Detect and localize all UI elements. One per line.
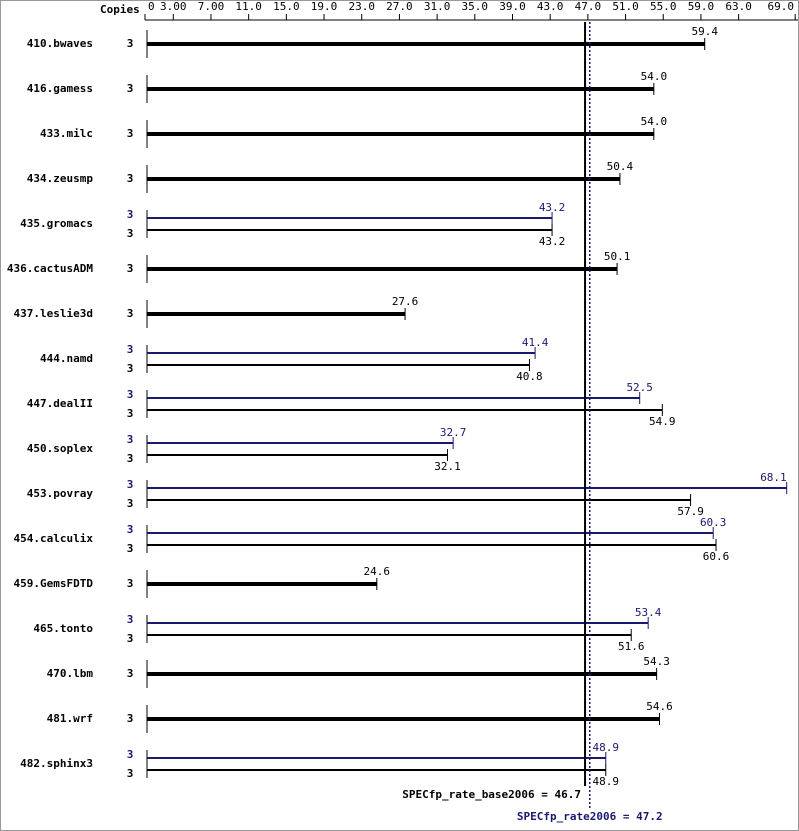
value-label: 48.9 (593, 775, 620, 788)
x-tick-label: 7.00 (198, 0, 225, 13)
x-tick-label: 51.0 (612, 0, 639, 13)
copies: 3 (127, 767, 134, 780)
value-label: 53.4 (635, 606, 662, 619)
x-tick-label: 43.0 (537, 0, 564, 13)
benchmark-label: 447.dealII (27, 397, 93, 410)
copies: 3 (127, 748, 134, 761)
value-label: 60.3 (700, 516, 727, 529)
copies: 3 (127, 343, 134, 356)
value-label: 68.1 (760, 471, 787, 484)
benchmark-label: 435.gromacs (20, 217, 93, 230)
copies: 3 (127, 632, 134, 645)
x-tick-label: 23.0 (348, 0, 375, 13)
x-tick-label: 59.0 (688, 0, 715, 13)
copies: 3 (127, 227, 134, 240)
copies: 3 (127, 127, 134, 140)
x-tick-label: 35.0 (462, 0, 489, 13)
value-label: 59.4 (691, 25, 718, 38)
benchmark-label: 470.lbm (47, 667, 94, 680)
reference-label: SPECfp_rate_base2006 = 46.7 (402, 788, 581, 801)
copies: 3 (127, 497, 134, 510)
value-label: 54.0 (641, 115, 668, 128)
x-tick-label: 27.0 (386, 0, 413, 13)
x-tick-label: 55.0 (650, 0, 677, 13)
value-label: 51.6 (618, 640, 645, 653)
x-tick-label: 63.0 (725, 0, 752, 13)
value-label: 54.6 (646, 700, 673, 713)
benchmark-label: 410.bwaves (27, 37, 93, 50)
x-tick-label: 69.0 (768, 0, 795, 13)
copies: 3 (127, 523, 134, 536)
copies: 3 (127, 172, 134, 185)
benchmark-label: 450.soplex (27, 442, 94, 455)
value-label: 52.5 (626, 381, 653, 394)
copies: 3 (127, 433, 134, 446)
value-label: 54.9 (649, 415, 676, 428)
copies: 3 (127, 37, 134, 50)
copies: 3 (127, 362, 134, 375)
copies: 3 (127, 542, 134, 555)
value-label: 54.3 (643, 655, 670, 668)
x-tick-label: 0 (148, 0, 155, 13)
x-tick-label: 47.0 (575, 0, 602, 13)
benchmark-label: 436.cactusADM (7, 262, 93, 275)
value-label: 50.1 (604, 250, 631, 263)
value-label: 41.4 (522, 336, 549, 349)
x-tick-label: 15.0 (273, 0, 300, 13)
benchmark-label: 434.zeusmp (27, 172, 94, 185)
benchmark-label: 454.calculix (14, 532, 94, 545)
copies: 3 (127, 667, 134, 680)
copies: 3 (127, 452, 134, 465)
x-tick-label: 3.00 (160, 0, 187, 13)
copies: 3 (127, 82, 134, 95)
copies: 3 (127, 577, 134, 590)
copies: 3 (127, 712, 134, 725)
value-label: 57.9 (677, 505, 704, 518)
reference-label: SPECfp_rate2006 = 47.2 (517, 810, 663, 823)
copies-header: Copies (100, 3, 140, 16)
copies: 3 (127, 307, 134, 320)
copies: 3 (127, 388, 134, 401)
value-label: 54.0 (641, 70, 668, 83)
value-label: 32.7 (440, 426, 467, 439)
value-label: 40.8 (516, 370, 543, 383)
value-label: 27.6 (392, 295, 419, 308)
benchmark-label: 437.leslie3d (14, 307, 93, 320)
x-tick-label: 31.0 (424, 0, 451, 13)
value-label: 24.6 (364, 565, 391, 578)
x-tick-label: 11.0 (235, 0, 262, 13)
copies: 3 (127, 478, 134, 491)
value-label: 43.2 (539, 201, 566, 214)
benchmark-label: 481.wrf (47, 712, 93, 725)
benchmark-label: 459.GemsFDTD (14, 577, 94, 590)
value-label: 60.6 (703, 550, 730, 563)
copies: 3 (127, 613, 134, 626)
benchmark-label: 444.namd (40, 352, 93, 365)
value-label: 32.1 (434, 460, 461, 473)
benchmark-label: 465.tonto (33, 622, 93, 635)
x-tick-label: 39.0 (499, 0, 526, 13)
benchmark-label: 416.gamess (27, 82, 93, 95)
value-label: 48.9 (593, 741, 620, 754)
copies: 3 (127, 262, 134, 275)
copies: 3 (127, 208, 134, 221)
benchmark-label: 453.povray (27, 487, 94, 500)
benchmark-label: 482.sphinx3 (20, 757, 93, 770)
copies: 3 (127, 407, 134, 420)
benchmark-label: 433.milc (40, 127, 93, 140)
value-label: 50.4 (607, 160, 634, 173)
value-label: 43.2 (539, 235, 566, 248)
x-tick-label: 19.0 (311, 0, 338, 13)
